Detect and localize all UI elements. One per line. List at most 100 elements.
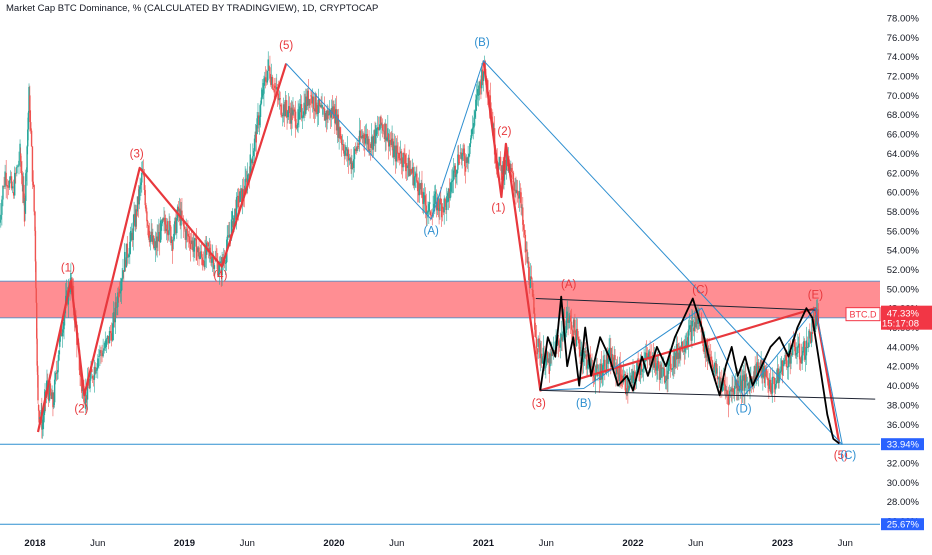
y-tick-label: 66.00% xyxy=(887,130,920,141)
candle-body xyxy=(689,326,690,330)
candle-body xyxy=(397,146,398,153)
candle-body xyxy=(238,196,239,207)
candle-body xyxy=(476,95,477,99)
candle-body xyxy=(301,104,302,118)
candle-body xyxy=(442,207,443,209)
candle-body xyxy=(772,377,773,393)
candle-body xyxy=(139,185,140,189)
candle-body xyxy=(786,360,787,367)
x-tick-label: Jun xyxy=(389,538,404,549)
y-tick-label: 38.00% xyxy=(887,400,920,411)
candle-body xyxy=(587,365,588,369)
candle-body xyxy=(369,151,370,152)
candle-body xyxy=(121,278,122,282)
x-tick-label: 2018 xyxy=(24,538,45,549)
candle-body xyxy=(260,104,261,117)
y-tick-label: 28.00% xyxy=(887,497,920,508)
candle-body xyxy=(513,173,514,183)
candle-body xyxy=(121,282,122,291)
candle-body xyxy=(341,140,342,145)
candle-body xyxy=(729,391,730,395)
candle-body xyxy=(310,95,311,96)
candle-body xyxy=(456,170,457,175)
candle-body xyxy=(144,175,145,190)
candle-body xyxy=(295,112,296,128)
candle-body xyxy=(404,155,405,164)
candle-body xyxy=(279,98,280,99)
x-tick-label: 2020 xyxy=(323,538,344,549)
candle-body xyxy=(262,94,263,96)
x-tick-label: Jun xyxy=(688,538,703,549)
candle-body xyxy=(785,355,786,360)
candle-body xyxy=(473,127,474,128)
candle-body xyxy=(773,377,774,384)
wave-label-6: (A) xyxy=(424,226,440,238)
y-tick-label: 54.00% xyxy=(887,246,920,257)
candle-body xyxy=(544,368,545,369)
candle-body xyxy=(584,351,585,353)
candle-body xyxy=(416,174,417,182)
candle-body xyxy=(535,330,536,337)
candle-body xyxy=(167,221,168,234)
y-tick-label: 58.00% xyxy=(887,207,920,218)
candle-body xyxy=(537,348,538,354)
candle-body xyxy=(642,369,643,371)
candle-body xyxy=(479,81,480,95)
candle-body xyxy=(688,329,689,345)
candle-body xyxy=(32,146,33,181)
chart-title: Market Cap BTC Dominance, % (CALCULATED … xyxy=(6,3,378,14)
y-tick-label: 62.00% xyxy=(887,168,920,179)
candle-body xyxy=(9,180,10,188)
candle-body xyxy=(211,259,212,263)
candle-body xyxy=(146,211,147,221)
candle-body xyxy=(33,185,34,212)
candle-body xyxy=(259,117,260,125)
candle-body xyxy=(58,350,59,360)
candle-body xyxy=(127,257,128,258)
candle-body xyxy=(574,320,575,333)
candle-body xyxy=(16,167,17,174)
candle-body xyxy=(780,371,781,372)
candle-body xyxy=(54,380,55,403)
candle-body xyxy=(17,166,18,167)
candle-body xyxy=(543,348,544,358)
resistance-zone xyxy=(0,281,880,318)
wave-label-2: (3) xyxy=(130,148,144,160)
candle-body xyxy=(353,159,354,168)
candle-body xyxy=(12,186,13,188)
candle-body xyxy=(2,186,3,200)
candle-body xyxy=(62,329,63,332)
candle-body xyxy=(538,339,539,343)
candle-body xyxy=(459,162,460,163)
candle-body xyxy=(809,331,810,333)
candle-body xyxy=(608,359,609,364)
candle-body xyxy=(176,218,177,233)
candle-body xyxy=(802,351,803,356)
candle-body xyxy=(783,364,784,366)
candle-body xyxy=(403,153,404,155)
candle-body xyxy=(357,146,358,147)
candle-body xyxy=(268,66,269,67)
candle-body xyxy=(268,59,269,71)
candle-body xyxy=(265,77,266,81)
candle-body xyxy=(745,374,746,381)
candle-body xyxy=(309,99,310,105)
candle-body xyxy=(95,370,96,374)
candle-body xyxy=(732,388,733,392)
candle-body xyxy=(280,105,281,115)
candle-body xyxy=(368,139,369,151)
candle-body xyxy=(427,211,428,212)
candle-body xyxy=(479,81,480,82)
y-tick-label: 78.00% xyxy=(887,14,920,25)
candle-body xyxy=(98,356,99,357)
candle-body xyxy=(410,169,411,171)
candle-body xyxy=(390,140,391,142)
candle-body xyxy=(433,204,434,209)
candle-body xyxy=(89,379,90,389)
candle-body xyxy=(807,347,808,348)
candle-body xyxy=(742,379,743,390)
candle-body xyxy=(475,100,476,112)
candle-body xyxy=(577,329,578,337)
